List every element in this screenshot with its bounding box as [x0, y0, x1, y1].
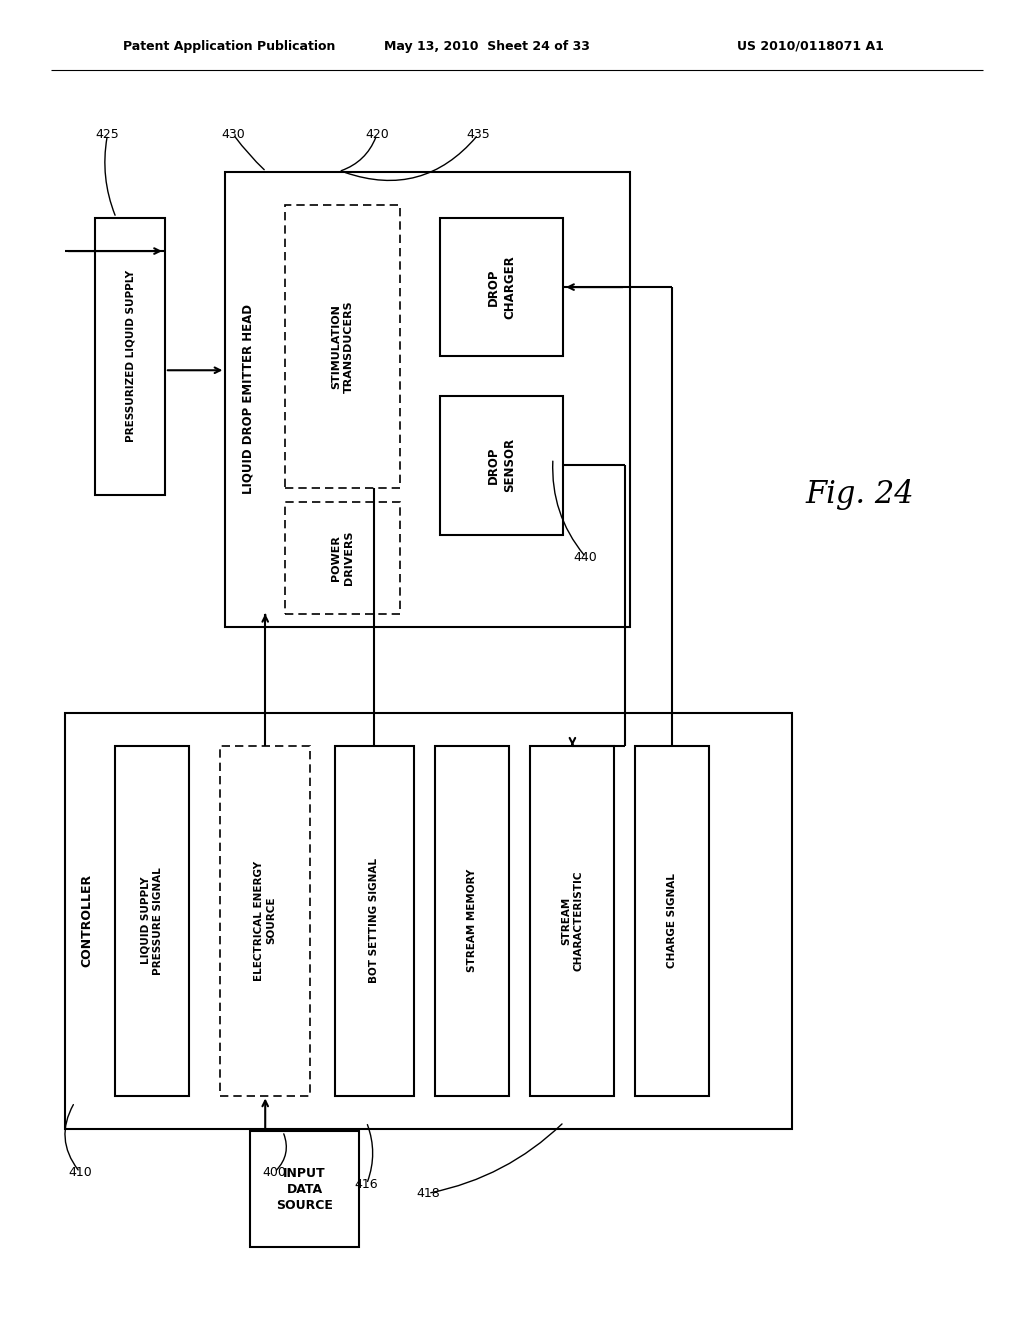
- Bar: [225, 172, 630, 627]
- Text: POWER
DRIVERS: POWER DRIVERS: [332, 531, 353, 585]
- Text: Patent Application Publication: Patent Application Publication: [123, 40, 335, 53]
- Bar: [440, 396, 563, 535]
- Bar: [220, 746, 310, 1096]
- Bar: [635, 746, 709, 1096]
- Text: INPUT
DATA
SOURCE: INPUT DATA SOURCE: [276, 1167, 333, 1212]
- Text: BOT SETTING SIGNAL: BOT SETTING SIGNAL: [370, 858, 379, 983]
- Bar: [115, 746, 189, 1096]
- Bar: [435, 746, 509, 1096]
- Text: 410: 410: [68, 1166, 92, 1179]
- Text: STREAM
CHARACTERISTIC: STREAM CHARACTERISTIC: [561, 870, 584, 972]
- Text: 440: 440: [573, 550, 598, 564]
- Text: DROP
CHARGER: DROP CHARGER: [487, 255, 516, 319]
- Text: 418: 418: [416, 1187, 440, 1200]
- Text: 400: 400: [262, 1166, 287, 1179]
- Text: STIMULATION
TRANSDUCERS: STIMULATION TRANSDUCERS: [332, 300, 353, 393]
- Text: CHARGE SIGNAL: CHARGE SIGNAL: [667, 874, 677, 968]
- Text: 435: 435: [466, 128, 490, 141]
- Text: US 2010/0118071 A1: US 2010/0118071 A1: [737, 40, 884, 53]
- Bar: [285, 502, 400, 614]
- Text: CONTROLLER: CONTROLLER: [81, 874, 93, 968]
- Text: PRESSURIZED LIQUID SUPPLY: PRESSURIZED LIQUID SUPPLY: [125, 271, 135, 442]
- Bar: [285, 205, 400, 488]
- Bar: [95, 218, 165, 495]
- Bar: [530, 746, 614, 1096]
- Text: DROP
SENSOR: DROP SENSOR: [487, 438, 516, 492]
- Bar: [65, 713, 792, 1129]
- Text: 425: 425: [95, 128, 120, 141]
- Bar: [335, 746, 414, 1096]
- Bar: [440, 218, 563, 356]
- Text: Fig. 24: Fig. 24: [806, 479, 914, 511]
- Bar: [250, 1131, 359, 1247]
- Text: LIQUID DROP EMITTER HEAD: LIQUID DROP EMITTER HEAD: [242, 305, 254, 494]
- Text: May 13, 2010  Sheet 24 of 33: May 13, 2010 Sheet 24 of 33: [384, 40, 590, 53]
- Text: 430: 430: [221, 128, 246, 141]
- Text: STREAM MEMORY: STREAM MEMORY: [467, 869, 477, 973]
- Text: 416: 416: [354, 1177, 379, 1191]
- Text: LIQUID SUPPLY
PRESSURE SIGNAL: LIQUID SUPPLY PRESSURE SIGNAL: [141, 867, 163, 974]
- Text: ELECTRICAL ENERGY
SOURCE: ELECTRICAL ENERGY SOURCE: [254, 861, 276, 981]
- Text: 420: 420: [365, 128, 389, 141]
